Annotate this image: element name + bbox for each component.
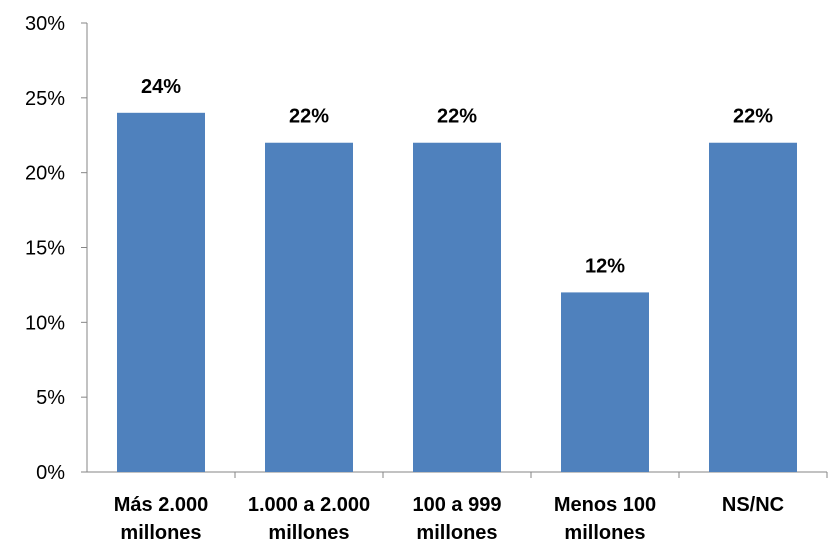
category-label: Más 2.000 millones [114, 494, 209, 544]
category-label-line: millones [416, 522, 497, 544]
data-label: 24% [141, 76, 181, 98]
data-label: 22% [733, 106, 773, 128]
y-tick-label: 0% [36, 462, 65, 484]
category-label-line: 1.000 a 2.000 [248, 494, 370, 516]
data-label: 22% [437, 106, 477, 128]
category-label: 100 a 999 millones [413, 494, 502, 544]
category-label-line: millones [268, 522, 349, 544]
category-label-line: 100 a 999 [413, 494, 502, 516]
bar [561, 292, 649, 472]
category-label-line: NS/NC [722, 494, 784, 516]
bar [265, 142, 353, 472]
y-tick-label: 10% [25, 312, 65, 334]
category-label-line: Menos 100 [554, 494, 656, 516]
category-label: 1.000 a 2.000 millones [248, 494, 370, 544]
y-tick-label: 15% [25, 238, 65, 260]
y-tick-label: 5% [36, 387, 65, 409]
y-tick-label: 25% [25, 88, 65, 110]
category-label-line: Más 2.000 [114, 494, 209, 516]
bar [117, 112, 205, 473]
category-label-line: millones [120, 522, 201, 544]
category-label: Menos 100 millones [554, 494, 656, 544]
data-label: 12% [585, 255, 625, 277]
bar [709, 142, 797, 472]
y-tick-label: 20% [25, 163, 65, 185]
category-label: NS/NC [722, 494, 784, 516]
data-label: 22% [289, 106, 329, 128]
category-label-line: millones [564, 522, 645, 544]
bar [413, 142, 501, 472]
y-tick-label: 30% [25, 13, 65, 35]
